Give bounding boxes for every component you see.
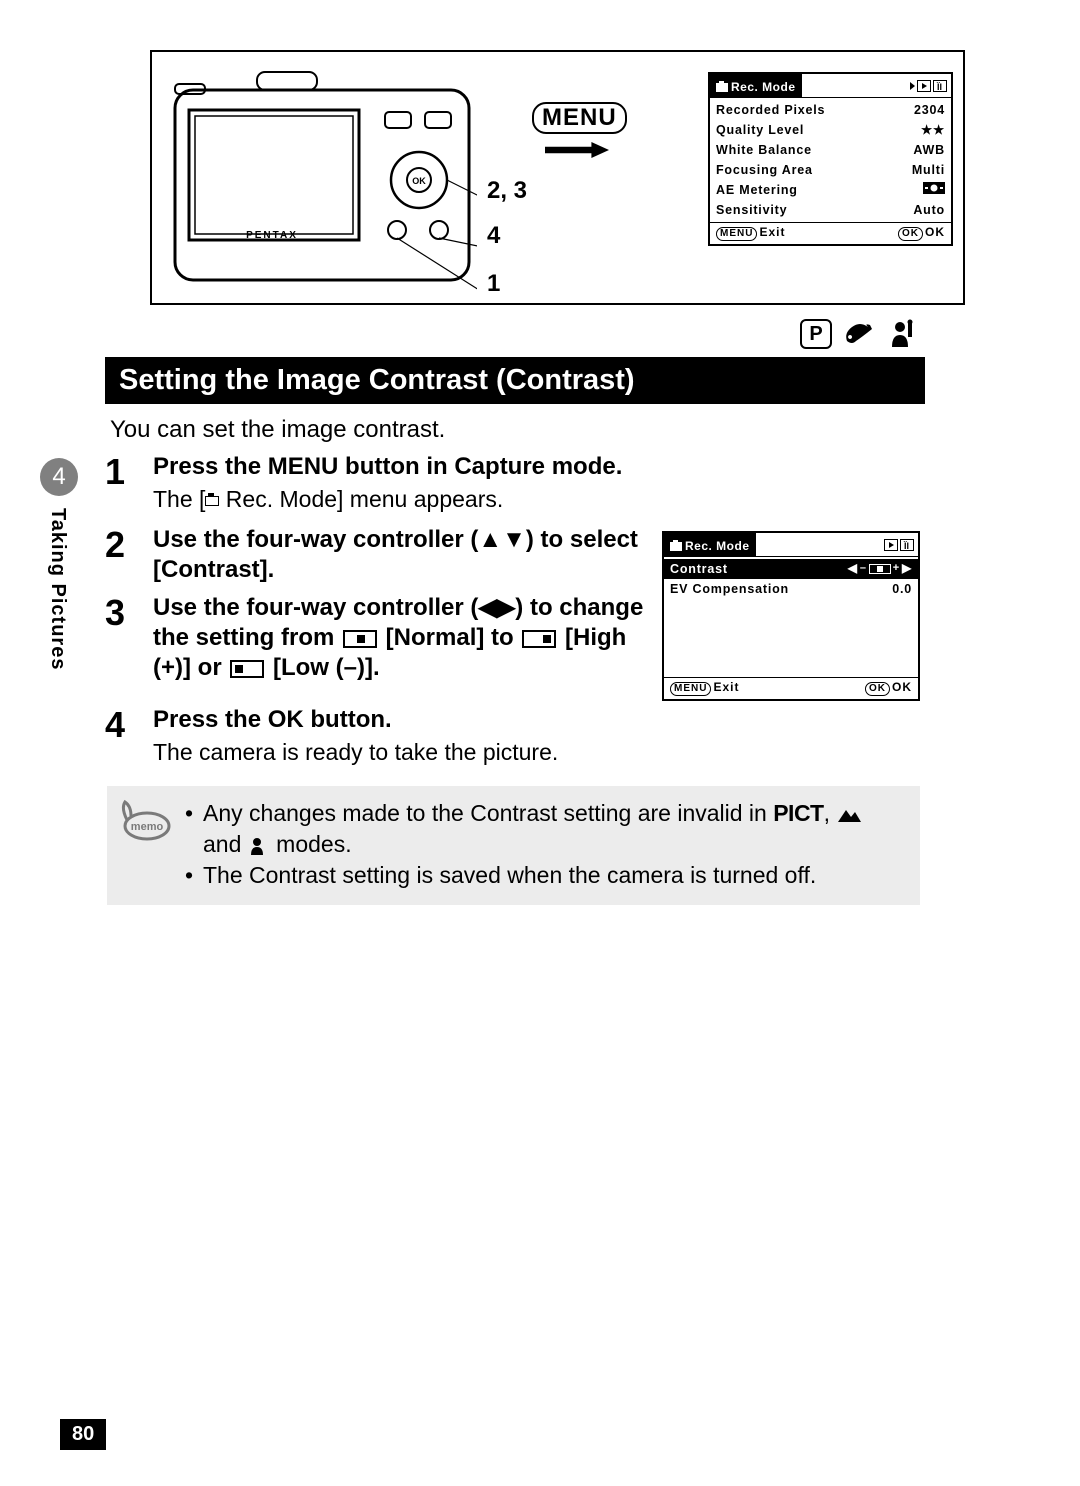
page-number: 80	[60, 1419, 106, 1450]
svg-text:PENTAX: PENTAX	[246, 230, 298, 241]
lcd2-footer-left: MENUExit	[670, 680, 739, 696]
lcd1-row: Focusing AreaMulti	[716, 160, 945, 180]
step-1: 1 Press the MENU button in Capture mode.…	[105, 452, 920, 513]
mode-icons-row: P	[105, 319, 920, 349]
lcd-screen-1: Rec. Mode ÏI Recorded Pixels2304 Quality…	[708, 72, 953, 246]
mountain-icon	[836, 805, 862, 825]
lcd1-row: SensitivityAuto	[716, 200, 945, 220]
lcd2-footer-right: OKOK	[865, 680, 912, 696]
mode-p-icon: P	[800, 319, 832, 349]
menu-button-label: MENU	[532, 102, 627, 134]
camera-illustration: OK PENTAX	[167, 70, 477, 290]
intro-text: You can set the image contrast.	[110, 416, 920, 444]
lcd1-tab-title: Rec. Mode	[731, 80, 796, 94]
diagram-box: OK PENTAX MENU 2, 3 4 1	[150, 50, 965, 305]
step-number: 1	[105, 452, 153, 492]
memo-bullet-2: The Contrast setting is saved when the c…	[183, 860, 906, 891]
step-4: 4 Press the OK button. The camera is rea…	[105, 705, 920, 766]
lcd2-tab-title: Rec. Mode	[685, 539, 750, 553]
step-subtext: The [ Rec. Mode] menu appears.	[153, 486, 920, 513]
camera-icon	[670, 542, 682, 551]
contrast-high-icon	[522, 630, 556, 648]
metering-icon	[923, 180, 945, 200]
contrast-slider: ◀ – + ▶	[848, 559, 912, 579]
svg-text:memo: memo	[131, 821, 164, 833]
lcd1-row: AE Metering	[716, 180, 945, 200]
step-heading: Press the OK button.	[153, 705, 920, 735]
step-heading: Use the four-way controller (▲▼) to sele…	[153, 525, 644, 585]
lcd1-tab-active: Rec. Mode	[710, 74, 802, 97]
step-subtext: The camera is ready to take the picture.	[153, 739, 920, 766]
arrow-icon	[537, 142, 617, 158]
callout-4: 4	[487, 222, 500, 250]
lcd1-row: Recorded Pixels2304	[716, 100, 945, 120]
lcd2-row: EV Compensation0.0	[670, 579, 912, 599]
callout-1: 1	[487, 270, 500, 298]
camera-icon	[205, 496, 219, 506]
step-3: 3 Use the four-way controller (◀▶) to ch…	[105, 593, 644, 683]
person-icon	[886, 319, 920, 349]
camera-icon	[716, 83, 728, 92]
lcd1-row: Quality Level★★	[716, 120, 945, 140]
lcd1-footer-left: MENUExit	[716, 225, 785, 241]
svg-text:OK: OK	[412, 176, 426, 186]
lcd2-tab-active: Rec. Mode	[664, 533, 756, 556]
lcd2-row-selected: Contrast ◀ – + ▶	[664, 559, 918, 579]
paint-icon	[842, 319, 876, 349]
memo-icon: memo	[117, 798, 171, 842]
portrait-icon	[248, 836, 270, 856]
lcd2-tab-icons: ÏI	[756, 533, 918, 556]
step-number: 4	[105, 705, 153, 745]
contrast-low-icon	[230, 660, 264, 678]
step-heading: Use the four-way controller (◀▶) to chan…	[153, 593, 644, 683]
step-number: 2	[105, 525, 153, 565]
step-heading: Press the MENU button in Capture mode.	[153, 452, 920, 482]
callout-2-3: 2, 3	[487, 177, 527, 205]
step-2: 2 Use the four-way controller (▲▼) to se…	[105, 525, 644, 585]
memo-bullet-1: Any changes made to the Contrast setting…	[183, 798, 906, 860]
section-title: Setting the Image Contrast (Contrast)	[105, 357, 925, 404]
step-number: 3	[105, 593, 153, 633]
lcd1-row: White BalanceAWB	[716, 140, 945, 160]
lcd-screen-2: Rec. Mode ÏI Contrast ◀ – +	[662, 531, 920, 701]
contrast-normal-icon	[343, 630, 377, 648]
memo-box: memo Any changes made to the Contrast se…	[107, 786, 920, 905]
lcd1-tab-icons: ÏI	[802, 74, 951, 97]
lcd1-footer-right: OKOK	[898, 225, 945, 241]
